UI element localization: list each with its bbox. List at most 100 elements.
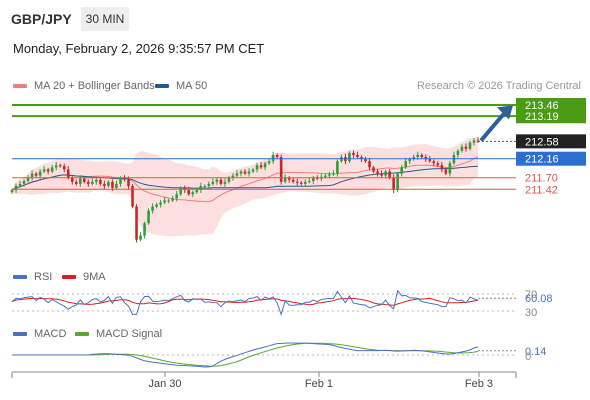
candle	[42, 169, 46, 172]
candle	[424, 157, 428, 160]
candle	[243, 171, 247, 174]
candle	[412, 157, 416, 160]
candle	[171, 198, 174, 201]
candle	[199, 185, 203, 191]
candle	[95, 179, 98, 182]
candle	[356, 154, 359, 158]
candle	[432, 161, 436, 164]
candle	[472, 140, 476, 143]
candle	[22, 181, 26, 184]
ma50-line	[11, 165, 479, 191]
current-price-box	[516, 134, 586, 149]
candle	[448, 163, 452, 174]
candle	[135, 206, 138, 240]
candle	[303, 181, 307, 184]
candle	[203, 185, 207, 187]
candle	[70, 177, 74, 182]
chart-header: GBP/JPY 30 MIN	[0, 0, 590, 34]
symbol-label: GBP/JPY	[11, 11, 72, 27]
candle	[464, 146, 468, 149]
candle	[392, 177, 395, 191]
candle	[143, 223, 146, 236]
candle	[46, 169, 50, 172]
candle	[324, 175, 327, 177]
candle	[364, 159, 367, 162]
candle	[247, 171, 251, 174]
rsi-swatch-icon	[13, 275, 27, 279]
candle	[195, 190, 199, 193]
candle	[295, 181, 299, 183]
candle	[376, 171, 379, 174]
candle	[231, 175, 235, 178]
candle	[352, 152, 355, 155]
macd-line	[12, 342, 479, 368]
candle	[275, 154, 279, 158]
candle	[291, 179, 295, 182]
candle	[207, 183, 211, 186]
legend-macd-signal: MACD Signal	[75, 328, 162, 340]
candle	[187, 190, 191, 195]
candle	[175, 194, 179, 199]
candle	[139, 235, 142, 240]
candle	[456, 150, 460, 155]
legend-macd-signal-label: MACD Signal	[96, 328, 163, 340]
candle	[211, 181, 215, 184]
macd-signal-swatch-icon	[75, 332, 89, 336]
legend-ma20-label: MA 20 + Bollinger Bands	[34, 80, 155, 92]
candle	[428, 159, 432, 162]
candle	[259, 165, 263, 168]
legend-macd-label: MACD	[34, 328, 67, 340]
target-zone-box	[516, 97, 586, 124]
candle	[368, 161, 371, 168]
candle	[404, 161, 407, 168]
candle	[299, 182, 303, 184]
legend-rsi: RSI	[13, 271, 52, 283]
candle	[107, 181, 110, 186]
candle	[66, 169, 70, 178]
candle	[83, 178, 86, 182]
candle	[103, 183, 106, 186]
candle	[380, 173, 383, 176]
candle	[400, 167, 403, 174]
timeframe-button[interactable]: 30 MIN	[81, 7, 129, 31]
candle	[159, 202, 162, 205]
candle	[111, 181, 114, 189]
candle	[440, 165, 444, 170]
target-label-2: 213.19	[525, 111, 559, 123]
candle	[163, 200, 166, 203]
candle	[99, 179, 102, 184]
macd-panel: 0.140	[12, 342, 546, 368]
candle	[179, 188, 183, 195]
macd-zero-label: 0	[525, 351, 531, 363]
x-tick-label: Jan 30	[148, 378, 181, 390]
bollinger-band-area	[12, 136, 478, 237]
candle	[348, 152, 351, 162]
candle	[263, 163, 267, 168]
candle	[50, 167, 54, 172]
candle	[131, 185, 134, 207]
candle	[223, 181, 227, 184]
rsi-ma-swatch-icon	[62, 275, 76, 279]
candle	[420, 154, 424, 158]
candle	[54, 165, 58, 168]
rsi-30-label: 30	[525, 307, 537, 319]
candle	[215, 179, 219, 182]
candle	[332, 173, 335, 175]
current-price-label: 212.58	[525, 136, 559, 148]
candle	[115, 183, 118, 189]
candle	[34, 173, 38, 176]
candle	[468, 142, 472, 149]
moving-averages	[11, 156, 479, 203]
x-tick-label: Feb 1	[305, 378, 333, 390]
macd-swatch-icon	[13, 332, 27, 336]
candle	[388, 171, 391, 178]
candle	[147, 210, 150, 224]
candle	[78, 178, 82, 184]
candle	[239, 171, 243, 174]
candle	[219, 179, 223, 184]
candles	[10, 137, 480, 243]
candle	[416, 154, 420, 158]
candle	[151, 206, 154, 211]
candle	[123, 177, 126, 180]
